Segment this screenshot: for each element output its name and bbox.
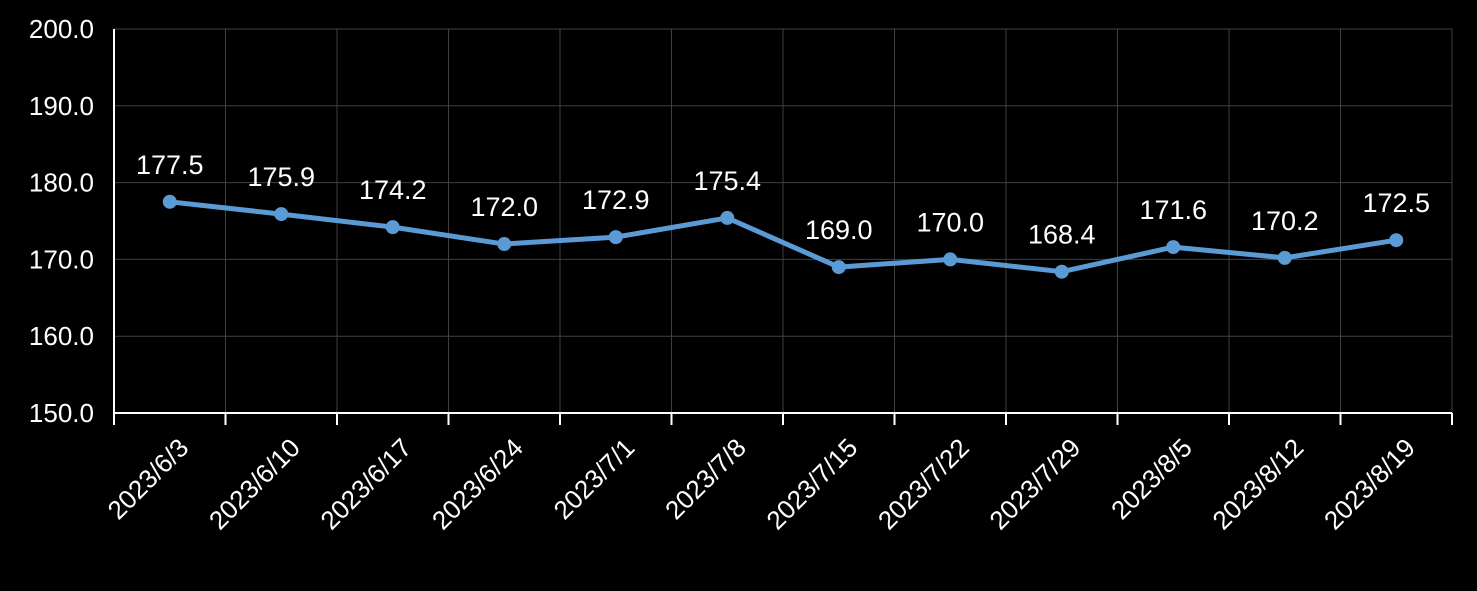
data-label: 169.0 <box>805 215 873 245</box>
y-tick-label: 150.0 <box>29 398 94 428</box>
data-label: 170.2 <box>1251 206 1319 236</box>
axes <box>113 29 1453 425</box>
data-point <box>1277 250 1292 265</box>
data-label: 172.5 <box>1362 188 1430 218</box>
data-point <box>497 237 512 252</box>
series-line <box>167 199 1399 275</box>
y-tick-label: 170.0 <box>29 244 94 274</box>
data-points <box>162 194 1404 279</box>
data-label: 171.6 <box>1139 195 1207 225</box>
data-point <box>1166 240 1181 255</box>
data-point <box>274 207 289 222</box>
gridlines <box>114 28 1453 413</box>
data-label: 168.4 <box>1028 220 1096 250</box>
data-point <box>1054 264 1069 279</box>
y-tick-label: 160.0 <box>29 321 94 351</box>
y-tick-label: 200.0 <box>29 14 94 44</box>
data-label: 175.9 <box>247 162 315 192</box>
data-label: 170.0 <box>916 207 984 237</box>
data-point <box>162 194 177 209</box>
y-tick-label: 180.0 <box>29 168 94 198</box>
data-point <box>943 252 958 267</box>
data-point <box>720 210 735 225</box>
data-point <box>1389 233 1404 248</box>
series-line-path <box>167 199 1399 275</box>
y-tick-label: 190.0 <box>29 91 94 121</box>
data-label: 172.0 <box>470 192 538 222</box>
data-point <box>831 260 846 275</box>
data-point <box>608 230 623 245</box>
data-label: 172.9 <box>582 185 650 215</box>
data-label: 174.2 <box>359 175 427 205</box>
y-axis-tick-labels: 150.0 160.0 170.0 180.0 190.0 200.0 <box>29 14 94 428</box>
data-label: 175.4 <box>693 166 761 196</box>
data-label: 177.5 <box>136 150 204 180</box>
data-labels: 177.5 175.9 174.2 172.0 172.9 175.4 169.0 170.0… <box>136 150 1430 250</box>
data-point <box>385 220 400 235</box>
